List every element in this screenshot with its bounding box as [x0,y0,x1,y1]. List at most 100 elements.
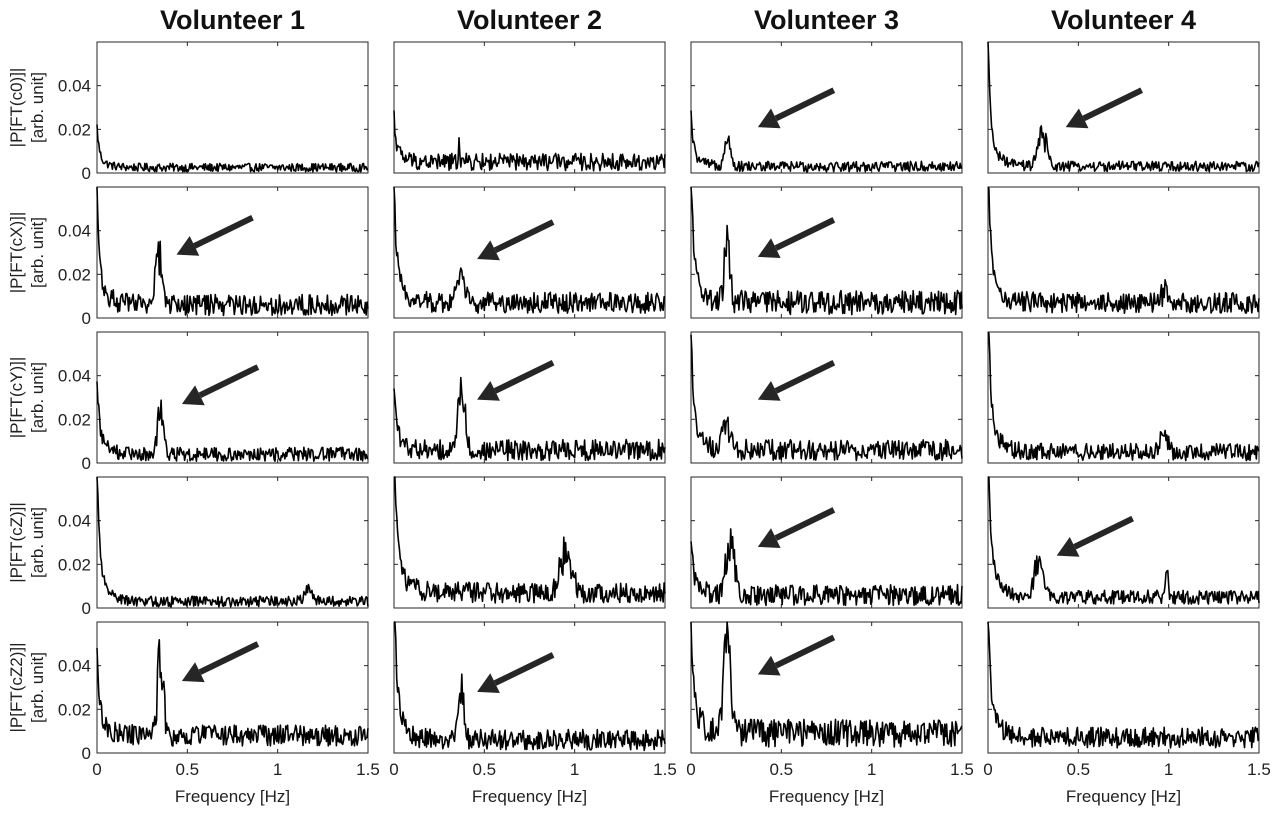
panel-cY-3-arrow-head [757,381,781,401]
panel-c0-1-frame [96,41,369,174]
xtick-label-3-1: 0.5 [770,760,794,779]
xlabel-4: Frequency [Hz] [1066,787,1181,806]
panel-cX-2-series [393,186,666,314]
xtick-label-4-0: 0 [983,760,992,779]
panel-cY-2-frame [393,331,666,464]
xtick-label-3-0: 0 [686,760,695,779]
panel-cZ-1-series [96,476,369,608]
panel-cY-3-arrow-shaft [774,359,836,394]
panel-cX-2-frame [393,186,666,319]
xtick-label-2-3: 1.5 [653,760,677,779]
ytick-label-cZ2-2: 0.04 [58,657,91,676]
panel-c0-4-arrow-head [1065,108,1089,129]
column-title-3: Volunteer 3 [754,5,899,35]
panel-c0-4-arrow-shaft [1082,87,1143,122]
panel-cZ2-1-arrow-head [181,662,205,683]
panel-cX-3-arrow-shaft [774,217,836,251]
panel-cX-2-arrow-shaft [493,219,555,253]
panel-cY-1-arrow-head [181,385,205,406]
ytick-label-c0-1: 0.02 [58,120,91,139]
panel-cZ2-1-series [96,638,369,747]
ytick-label-cX-1: 0.02 [58,265,91,284]
column-title-2: Volunteer 2 [457,5,602,35]
panel-cZ-3-series [690,528,963,607]
panel-cY-4-series [987,331,1260,462]
panel-cX-3-arrow-head [757,238,781,258]
panel-cZ-3-arrow-shaft [774,507,836,541]
panel-cZ2-2-frame [393,621,666,754]
panel-cX-1-frame [96,186,369,319]
ylabel-cY-main: |P[FT(cY)]| [7,357,26,439]
ytick-label-cZ2-1: 0.02 [58,700,91,719]
panel-cZ2-3-arrow-shaft [774,634,836,669]
ytick-label-cZ-0: 0 [82,599,91,618]
panel-c0-3-arrow-shaft [774,87,836,122]
panel-cY-3-series [690,334,963,462]
panel-cZ2-1-arrow-shaft [198,641,260,675]
panel-cX-1-arrow-shaft [193,214,254,249]
panel-cZ-4-series [988,476,1260,605]
panel-cZ2-2-arrow-shaft [493,652,555,686]
ytick-label-cZ-1: 0.02 [58,555,91,574]
xlabel-2: Frequency [Hz] [472,787,587,806]
ylabel-cX-unit: [arb. unit] [28,217,47,288]
panel-cZ2-4-series [987,621,1260,749]
panel-c0-3-frame [690,41,963,174]
xtick-label-4-2: 1 [1164,760,1173,779]
panel-cZ-4-arrow-shaft [1073,515,1134,550]
panel-cY-1-arrow-shaft [198,364,260,398]
ylabel-cX-main: |P[FT(cX)]| [7,212,26,294]
xtick-label-2-2: 1 [570,760,579,779]
ylabel-cY-unit: [arb. unit] [28,362,47,433]
panel-cZ2-2-series [394,621,666,752]
xtick-label-2-1: 0.5 [473,760,497,779]
panel-c0-4-series [987,41,1260,173]
xtick-label-3-2: 1 [867,760,876,779]
ylabel-cZ2-main: |P[FT(cZ2)]| [7,642,26,732]
xtick-label-1-1: 0.5 [176,760,200,779]
panel-cZ-2-series [394,476,666,604]
xtick-label-2-0: 0 [389,760,398,779]
panel-cX-3-series [690,186,963,316]
panel-cZ-1-frame [96,476,369,609]
column-title-4: Volunteer 4 [1051,5,1196,35]
panel-cX-1-arrow-head [176,236,200,256]
panel-cX-2-arrow-head [477,240,500,261]
xtick-label-1-0: 0 [92,760,101,779]
panel-c0-3-series [690,110,963,173]
panel-cY-1-series [96,381,369,463]
panel-c0-2-series [393,110,666,172]
panel-c0-3-arrow-head [757,108,781,129]
ytick-label-cY-2: 0.04 [58,367,91,386]
column-title-1: Volunteer 1 [160,5,305,35]
ytick-label-cZ2-0: 0 [82,744,91,763]
panel-cX-1-series [96,186,369,317]
panel-cY-1-frame [96,331,369,464]
panel-cZ2-2-arrow-head [477,673,500,693]
ytick-label-c0-2: 0.04 [58,77,91,96]
panel-c0-4-frame [987,41,1260,174]
xtick-label-1-2: 1 [273,760,282,779]
ylabel-cZ-unit: [arb. unit] [28,507,47,578]
ytick-label-cY-1: 0.02 [58,410,91,429]
panel-c0-1-series [96,124,369,173]
ytick-label-cZ-2: 0.04 [58,512,91,531]
panel-cY-3-frame [690,331,963,464]
panel-cX-4-series [987,186,1260,315]
xlabel-1: Frequency [Hz] [175,787,290,806]
panel-cZ2-3-series [690,621,963,748]
ytick-label-c0-0: 0 [82,164,91,183]
panel-cZ-3-frame [690,476,963,609]
xtick-label-3-3: 1.5 [950,760,974,779]
panel-cY-2-arrow-shaft [493,359,555,394]
panel-cY-2-arrow-head [477,381,500,401]
ytick-label-cX-2: 0.04 [58,222,91,241]
ytick-label-cX-0: 0 [82,309,91,328]
ylabel-c0-main: |P[FT(c0)]| [7,68,26,148]
ylabel-cZ-main: |P[FT(cZ)]| [7,502,26,583]
xtick-label-4-3: 1.5 [1247,760,1271,779]
panel-cZ-3-arrow-head [757,528,781,548]
ylabel-cZ2-unit: [arb. unit] [28,652,47,723]
xtick-label-1-3: 1.5 [356,760,380,779]
